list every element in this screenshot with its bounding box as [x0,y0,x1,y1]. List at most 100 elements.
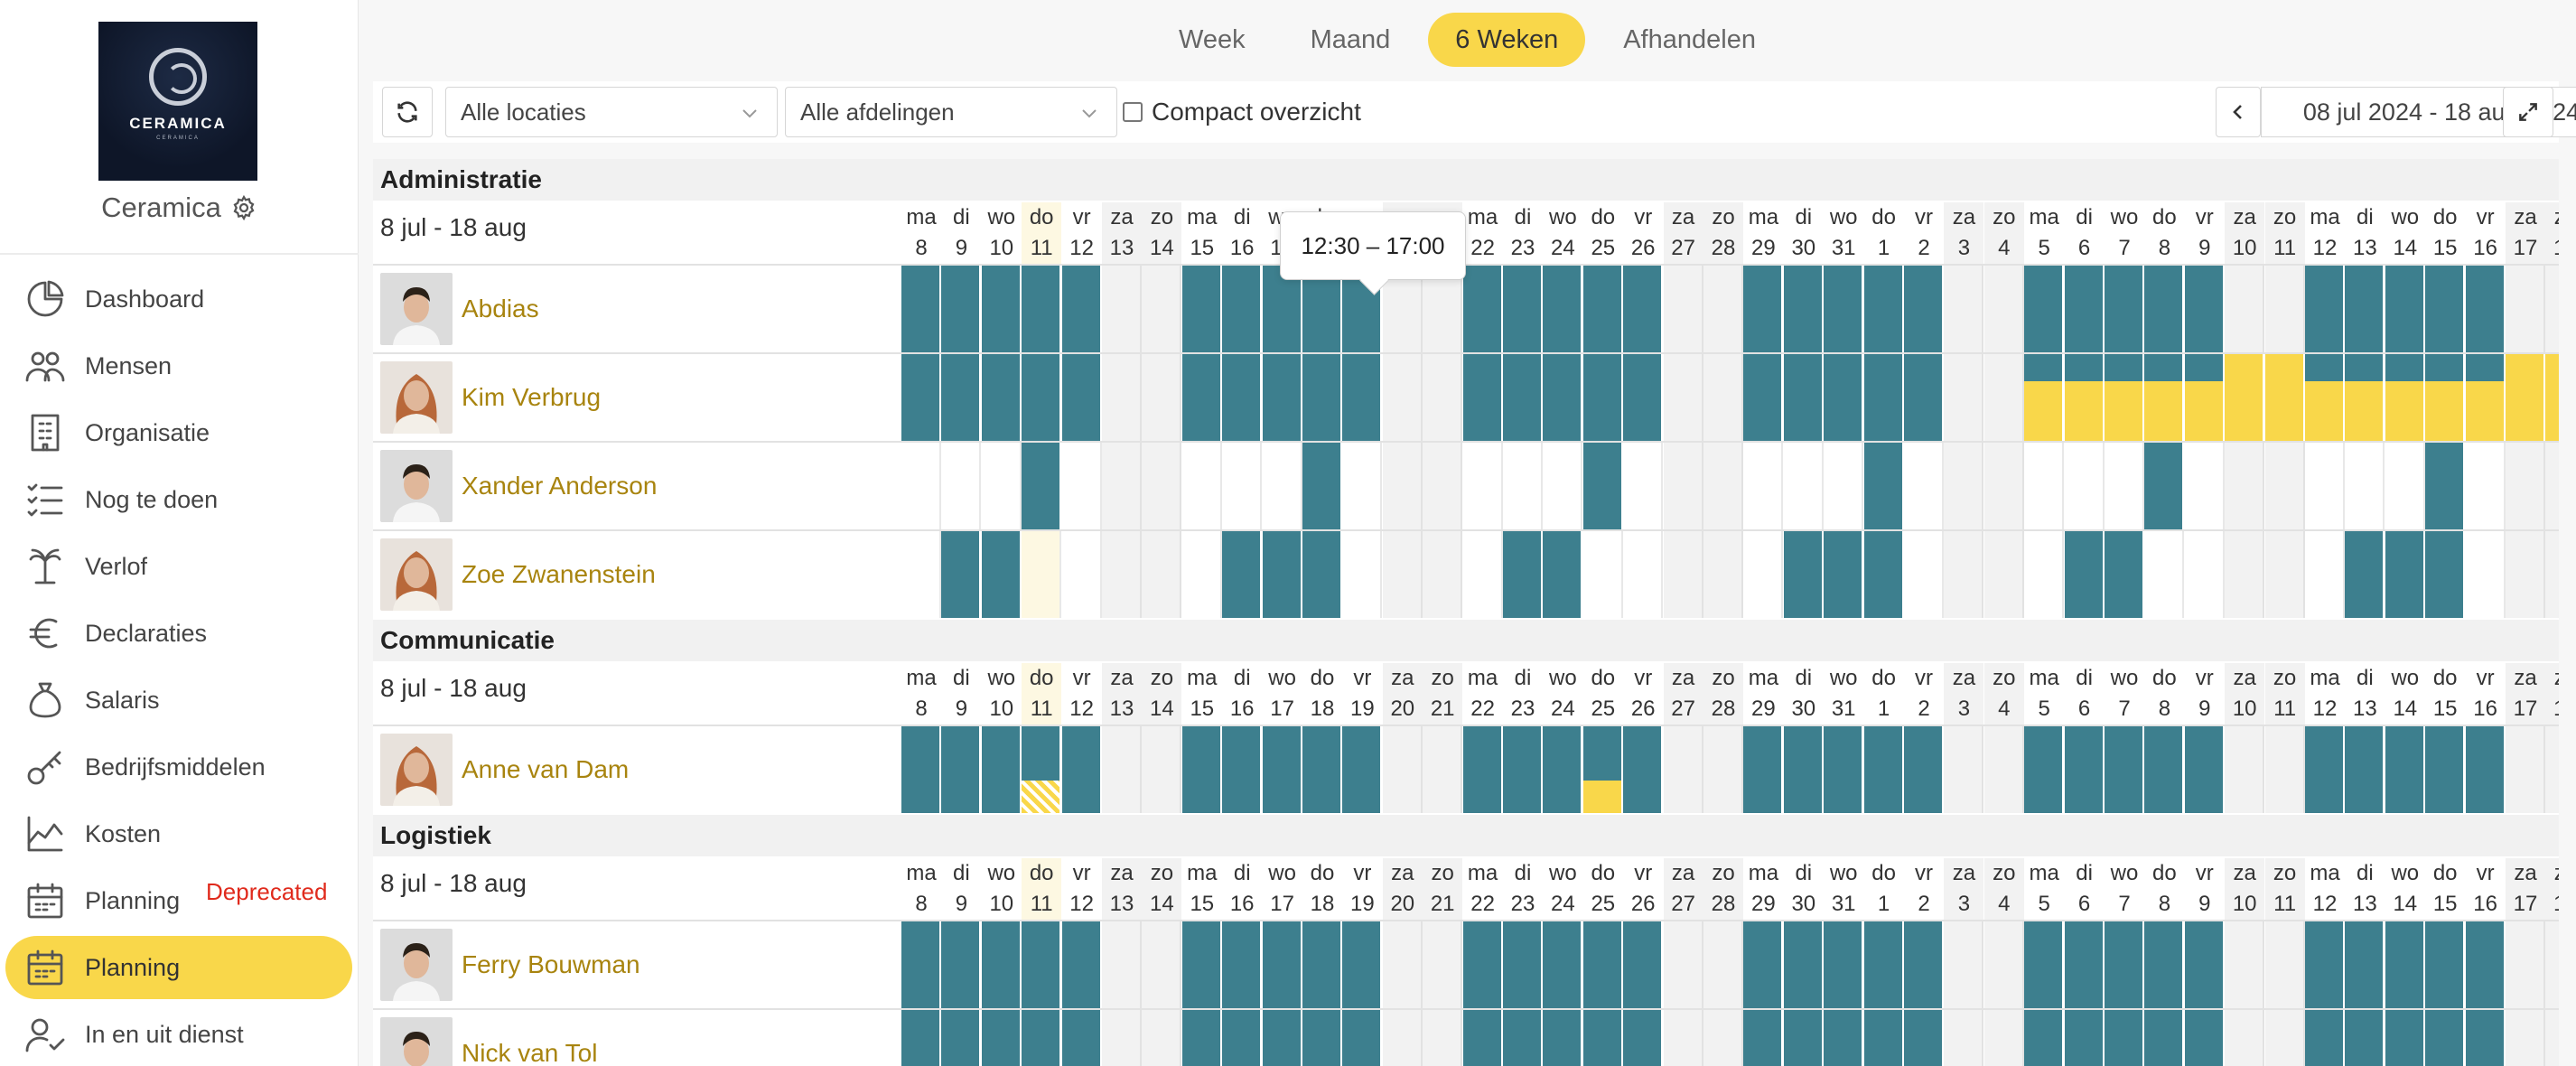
location-select[interactable]: Alle locaties [445,87,778,137]
schedule-cell-empty[interactable] [1983,726,2024,813]
schedule-cell-shift[interactable] [1342,726,1383,813]
schedule-cell-shift[interactable] [2144,1010,2185,1066]
schedule-cell-shift[interactable] [2345,354,2385,441]
sidebar-item-organisatie[interactable]: Organisatie [5,401,352,464]
schedule-cell-shift[interactable] [981,531,1022,618]
refresh-button[interactable] [382,87,433,137]
schedule-cell-empty[interactable] [1623,443,1664,529]
schedule-cell-shift[interactable] [1743,354,1784,441]
schedule-cell-shift[interactable] [2105,354,2144,441]
schedule-cell-shift[interactable] [2305,1010,2345,1066]
schedule-cell-shift[interactable] [2345,726,2385,813]
schedule-cell-shift[interactable] [901,266,941,352]
schedule-cell-shift[interactable] [2305,921,2345,1008]
schedule-cell-empty[interactable] [1543,443,1583,529]
schedule-cell-shift[interactable] [2064,921,2105,1008]
schedule-cell-shift[interactable] [1582,266,1623,352]
schedule-cell-shift[interactable] [2385,354,2425,441]
schedule-cell-shift[interactable] [2144,921,2185,1008]
department-select[interactable]: Alle afdelingen [785,87,1117,137]
schedule-cell-shift[interactable] [1623,1010,1664,1066]
schedule-cell-empty[interactable] [2225,531,2265,618]
schedule-cell-empty[interactable] [1663,1010,1703,1066]
schedule-cell-empty[interactable] [2184,531,2225,618]
schedule-cell-empty[interactable] [1944,443,1984,529]
schedule-cell-empty[interactable] [1382,1010,1423,1066]
schedule-cell-empty[interactable] [1703,1010,1743,1066]
schedule-cell-empty[interactable] [2264,726,2305,813]
schedule-cell-empty[interactable] [1983,531,2024,618]
person-name-link[interactable]: Abdias [462,295,539,323]
schedule-cell-shift[interactable] [901,921,941,1008]
schedule-cell-shift[interactable] [1302,726,1342,813]
sidebar-item-planning-deprecated[interactable]: Planning [5,869,352,932]
schedule-cell-shift[interactable] [2385,726,2425,813]
schedule-cell-shift[interactable] [2105,1010,2144,1066]
schedule-cell-shift[interactable] [1181,266,1222,352]
schedule-cell-shift[interactable] [981,921,1022,1008]
schedule-cell-empty[interactable] [2305,531,2345,618]
schedule-cell-shift[interactable] [2465,266,2506,352]
schedule-cell-empty[interactable] [1262,443,1302,529]
schedule-cell-shift[interactable] [1022,443,1062,529]
schedule-cell-shift[interactable] [1863,443,1904,529]
schedule-cell-shift[interactable] [901,354,941,441]
schedule-cell-shift[interactable] [1503,921,1543,1008]
schedule-cell-shift[interactable] [1582,354,1623,441]
schedule-cell-shift[interactable] [2305,266,2345,352]
schedule-cell-shift[interactable] [941,921,982,1008]
schedule-cell-shift[interactable] [1824,266,1864,352]
schedule-cell-shift[interactable] [1181,726,1222,813]
schedule-cell-shift[interactable] [1302,531,1342,618]
schedule-cell-shift[interactable] [1743,266,1784,352]
schedule-cell-shift[interactable] [2105,266,2144,352]
schedule-cell-shift[interactable] [1262,354,1302,441]
schedule-cell-empty[interactable] [1423,921,1463,1008]
tab-afhandelen[interactable]: Afhandelen [1623,24,1756,54]
schedule-cell-shift[interactable] [1824,726,1864,813]
schedule-cell-shift[interactable] [1783,266,1824,352]
schedule-cell-leave[interactable] [2506,354,2545,441]
schedule-cell-shift[interactable] [1302,1010,1342,1066]
schedule-cell-shift[interactable] [981,354,1022,441]
schedule-cell-empty[interactable] [1663,726,1703,813]
schedule-cell-empty[interactable] [1142,1010,1182,1066]
schedule-cell-empty[interactable] [1142,354,1182,441]
schedule-cell-shift[interactable] [1904,1010,1944,1066]
schedule-cell-shift[interactable] [1783,531,1824,618]
schedule-cell-empty[interactable] [1382,726,1423,813]
schedule-cell-shift[interactable] [1503,354,1543,441]
schedule-cell-empty[interactable] [1142,443,1182,529]
person-name-link[interactable]: Anne van Dam [462,755,630,783]
schedule-cell-shift[interactable] [2024,1010,2065,1066]
schedule-cell-empty[interactable] [2264,1010,2305,1066]
schedule-cell-shift[interactable] [941,531,982,618]
schedule-cell-shift[interactable] [1582,726,1623,813]
schedule-cell-empty[interactable] [1423,726,1463,813]
schedule-cell-shift[interactable] [1904,354,1944,441]
schedule-cell-shift[interactable] [1743,921,1784,1008]
schedule-cell-shift[interactable] [1503,266,1543,352]
schedule-cell-empty[interactable] [1703,443,1743,529]
previous-period-button[interactable] [2216,87,2261,137]
schedule-cell-empty[interactable] [1944,354,1984,441]
schedule-cell-shift[interactable] [1342,354,1383,441]
schedule-cell-shift[interactable] [1462,921,1503,1008]
schedule-cell-shift[interactable] [1582,921,1623,1008]
sidebar-item-mensen[interactable]: Mensen [5,334,352,397]
schedule-cell-shift[interactable] [941,726,982,813]
schedule-cell-leave[interactable] [2545,354,2559,441]
schedule-cell-empty[interactable] [1703,531,1743,618]
schedule-cell-empty[interactable] [1743,531,1784,618]
schedule-cell-shift[interactable] [1262,921,1302,1008]
schedule-cell-empty[interactable] [2264,921,2305,1008]
schedule-cell-empty[interactable] [1382,531,1423,618]
schedule-cell-empty[interactable] [1102,443,1142,529]
schedule-cell-empty[interactable] [1983,443,2024,529]
schedule-cell-empty[interactable] [1743,443,1784,529]
schedule-cell-shift[interactable] [1863,726,1904,813]
schedule-cell-empty[interactable] [2264,443,2305,529]
schedule-cell-shift[interactable] [2425,1010,2466,1066]
sidebar-item-planning[interactable]: Planning [5,936,352,999]
schedule-cell-empty[interactable] [1983,354,2024,441]
